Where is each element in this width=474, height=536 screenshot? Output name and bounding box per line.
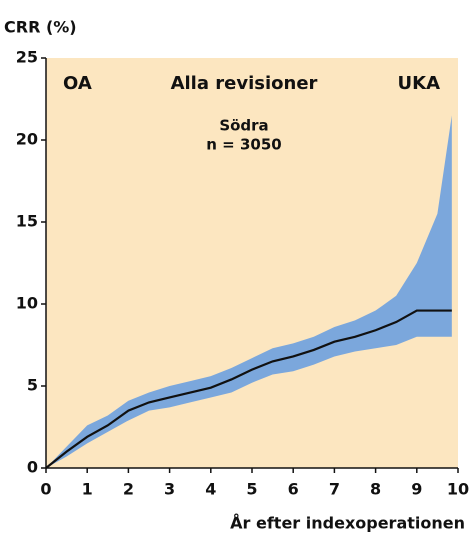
y-tick-label: 25: [16, 48, 38, 67]
y-axis-label: CRR (%): [4, 18, 77, 37]
x-tick-label: 5: [246, 480, 257, 499]
y-tick-label: 15: [16, 212, 38, 231]
annotation-oa: OA: [63, 73, 92, 94]
plot-background: [46, 58, 458, 468]
x-tick-label: 4: [205, 480, 216, 499]
x-tick-label: 10: [447, 480, 469, 499]
x-tick-label: 8: [370, 480, 381, 499]
x-tick-label: 6: [288, 480, 299, 499]
x-tick-label: 9: [411, 480, 422, 499]
x-tick-label: 0: [40, 480, 51, 499]
x-tick-label: 7: [329, 480, 340, 499]
y-tick-label: 10: [16, 294, 38, 313]
x-tick-label: 1: [82, 480, 93, 499]
x-axis-label: År efter indexoperationen: [230, 514, 465, 533]
crr-line: [45, 309, 452, 469]
confidence-band: [46, 115, 452, 469]
y-tick-label: 20: [16, 130, 38, 149]
annotation-n: n = 3050: [206, 136, 281, 154]
annotation-title: Alla revisioner: [171, 73, 318, 94]
x-tick-label: 2: [123, 480, 134, 499]
y-tick-label: 0: [27, 458, 38, 477]
annotation-group: Södra: [219, 117, 268, 135]
x-tick-label: 3: [164, 480, 175, 499]
annotation-uka: UKA: [398, 73, 441, 94]
y-tick-label: 5: [27, 376, 38, 395]
